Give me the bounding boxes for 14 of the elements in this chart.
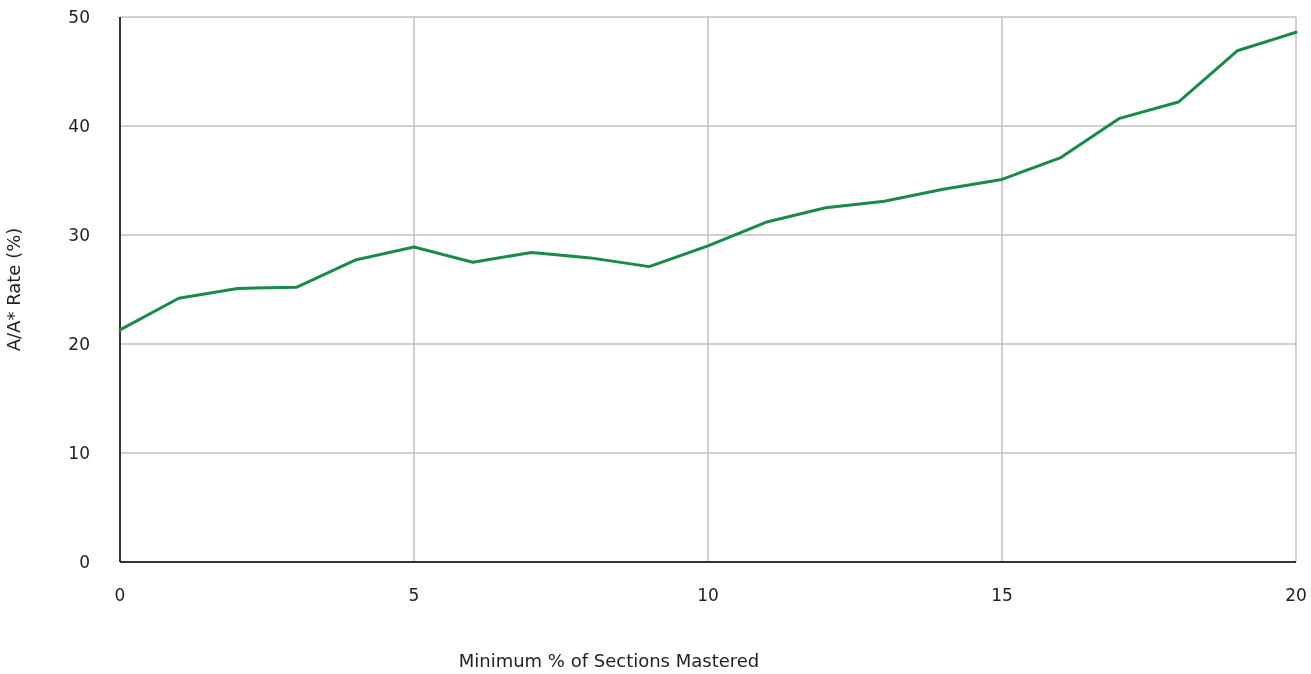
x-tick-label: 0 [114, 585, 126, 605]
y-tick-label: 0 [79, 552, 90, 572]
x-tick-label: 20 [1285, 585, 1307, 605]
x-tick-label: 10 [697, 585, 719, 605]
y-axis-title: A/A* Rate (%) [3, 227, 24, 352]
x-axis-title: Minimum % of Sections Mastered [458, 650, 760, 671]
line-series [118, 30, 1298, 332]
y-tick-label: 40 [68, 116, 90, 136]
y-tick-label: 50 [68, 7, 90, 27]
y-tick-label: 30 [68, 225, 90, 245]
x-tick-label: 15 [991, 585, 1013, 605]
y-tick-label: 10 [68, 443, 90, 463]
x-tick-label: 5 [408, 585, 420, 605]
y-tick-label: 20 [68, 334, 90, 354]
